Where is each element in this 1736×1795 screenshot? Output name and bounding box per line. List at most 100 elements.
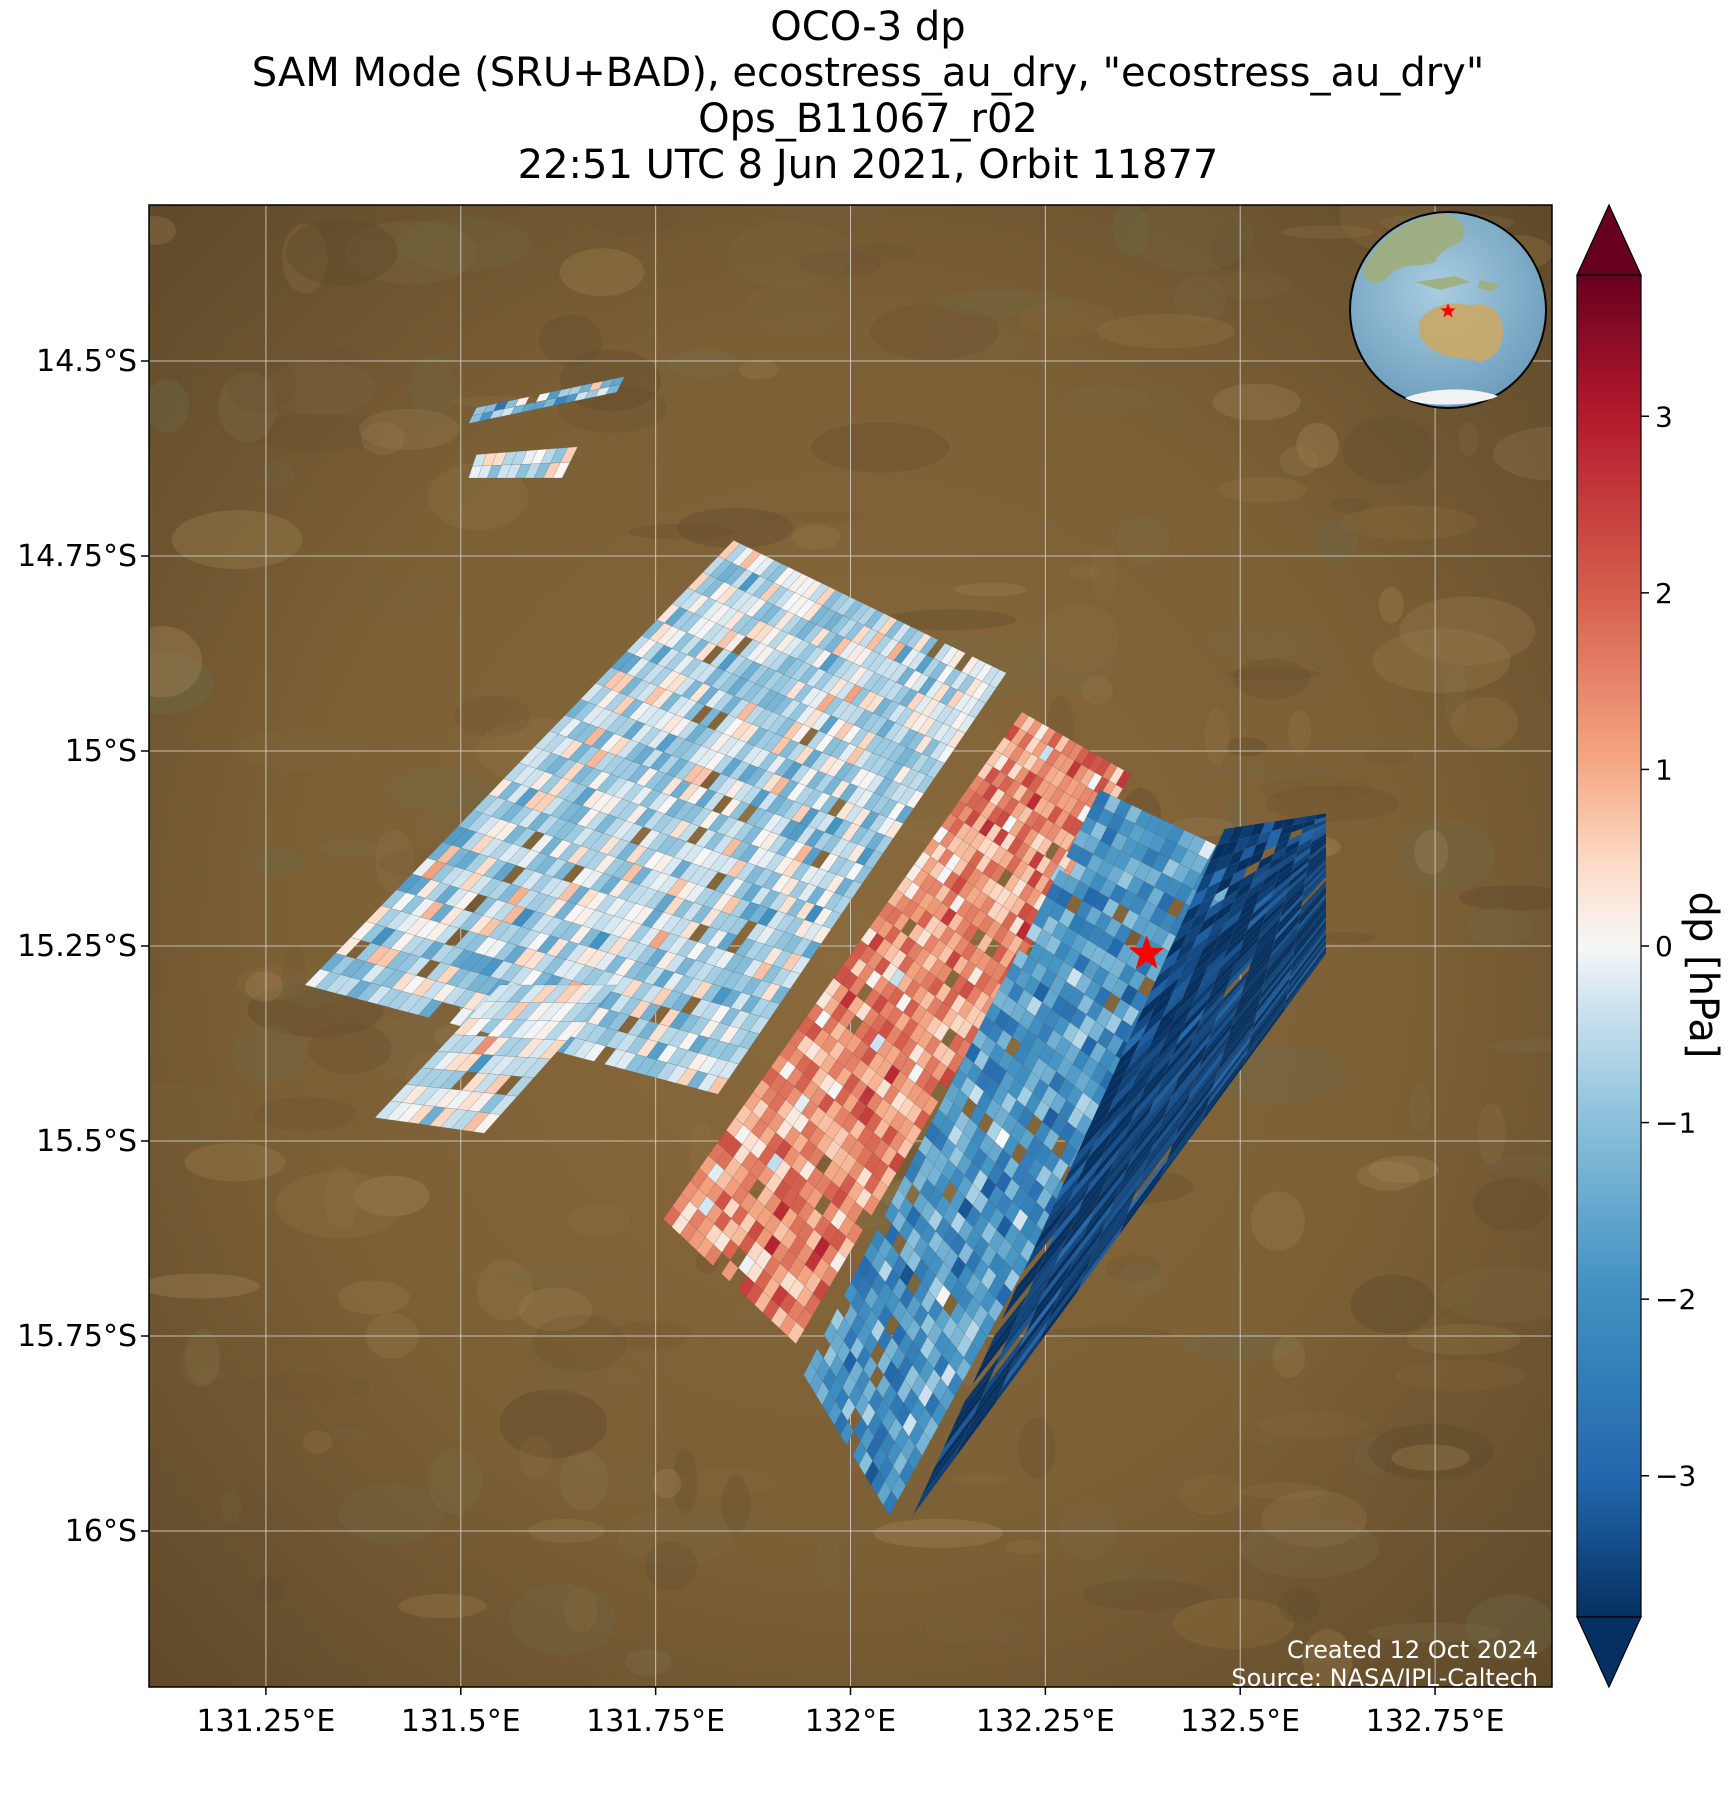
terrain-patch xyxy=(360,421,405,455)
terrain-patch xyxy=(1395,1359,1527,1392)
terrain-patch xyxy=(1354,1435,1389,1476)
terrain-patch xyxy=(394,216,532,272)
terrain-patch xyxy=(408,354,456,422)
terrain-patch xyxy=(1451,696,1519,749)
terrain-patch xyxy=(285,217,398,286)
globe-landmass-islands xyxy=(1415,276,1500,292)
lon-tick-label: 132.75°E xyxy=(1366,1704,1505,1739)
terrain-patch xyxy=(281,943,306,1011)
terrain-patch xyxy=(1473,1177,1551,1231)
terrain-patch xyxy=(1156,389,1183,422)
terrain-patch xyxy=(1278,1586,1321,1624)
terrain-patch xyxy=(1210,229,1247,272)
terrain-patch xyxy=(1443,665,1468,729)
terrain-patch xyxy=(1399,596,1536,666)
terrain-patch xyxy=(1004,1539,1048,1555)
lon-tick-label: 131.5°E xyxy=(401,1704,521,1739)
target-star xyxy=(1129,935,1165,969)
terrain-patch xyxy=(1477,1103,1506,1165)
terrain-patch xyxy=(1287,710,1312,754)
terrain-patch xyxy=(509,1583,616,1655)
terrain-patch xyxy=(559,248,645,297)
sounding-cell xyxy=(704,1244,723,1267)
terrain-patch xyxy=(1368,1423,1494,1480)
terrain-patch xyxy=(358,408,460,450)
terrain-patch xyxy=(499,1389,608,1459)
sounding-cell xyxy=(418,999,444,1019)
terrain-patch xyxy=(1279,445,1319,477)
swath-small-strip-2 xyxy=(468,446,579,479)
terrain-patch xyxy=(1179,1474,1243,1516)
terrain-patch xyxy=(645,1541,698,1591)
terrain-patch xyxy=(307,1022,392,1075)
terrain-patch xyxy=(666,349,737,379)
terrain-patch xyxy=(628,523,736,540)
title-line-3: Ops_B11067_r02 xyxy=(698,96,1038,142)
sounding-cell xyxy=(883,1490,898,1516)
terrain-patch xyxy=(743,283,846,335)
terrain-patch xyxy=(302,1430,333,1454)
colorbar-body xyxy=(1576,274,1642,1618)
terrain-patch xyxy=(796,250,883,277)
terrain-patch xyxy=(1069,562,1103,581)
terrain-patch xyxy=(149,626,203,698)
terrain-patch xyxy=(1073,1564,1185,1596)
title-line-2: SAM Mode (SRU+BAD), ecostress_au_dry, "e… xyxy=(251,50,1485,96)
terrain-patch xyxy=(1315,518,1357,565)
terrain-patch xyxy=(149,652,215,714)
sounding-cell xyxy=(605,384,622,395)
terrain-patch xyxy=(261,459,295,489)
lat-tick-label: 15°S xyxy=(65,734,137,769)
terrain-patch xyxy=(231,1026,304,1083)
terrain-patch xyxy=(220,1492,242,1524)
terrain-patch xyxy=(149,216,176,246)
globe-landmass-australia xyxy=(1419,303,1503,362)
lon-tick-label: 132°E xyxy=(805,1704,896,1739)
terrain-patch xyxy=(375,829,415,894)
terrain-patch xyxy=(1212,270,1293,300)
terrain-patch xyxy=(1465,1594,1552,1661)
terrain-patch xyxy=(834,243,919,263)
terrain-patch xyxy=(1090,545,1119,602)
colorbar-tick-label: −1 xyxy=(1655,1107,1696,1140)
terrain-patch xyxy=(1018,1418,1056,1479)
latitude-ticks: 14.5°S 14.75°S 15°S 15.25°S 15.5°S 15.75°S 16°… xyxy=(17,344,149,1549)
terrain-patch xyxy=(324,1166,358,1231)
lon-tick-label: 131.75°E xyxy=(586,1704,725,1739)
terrain-patch xyxy=(1316,931,1376,945)
terrain-patch xyxy=(1112,205,1149,258)
terrain-patch xyxy=(1115,515,1170,566)
terrain-patch xyxy=(738,359,779,380)
terrain-patch xyxy=(1391,1444,1470,1471)
lat-tick-label: 14.75°S xyxy=(17,539,137,574)
terrain-patch xyxy=(398,1593,488,1619)
terrain-patch xyxy=(1350,1274,1436,1334)
terrain-patch xyxy=(1173,1598,1295,1649)
terrain-patch xyxy=(253,1096,358,1132)
terrain-patch xyxy=(567,1202,631,1238)
sounding-cell xyxy=(1301,872,1327,904)
terrain-patch xyxy=(811,422,950,473)
terrain-patch xyxy=(1257,1412,1370,1438)
terrain-patch xyxy=(1204,708,1230,766)
terrain-patch xyxy=(1173,275,1227,323)
terrain-patch xyxy=(149,1273,260,1299)
terrain-patch xyxy=(353,1175,430,1217)
terrain-patch xyxy=(1439,1302,1525,1320)
terrain-patch xyxy=(519,1435,553,1480)
terrain-patch xyxy=(1398,819,1495,891)
swath-small-strip-1 xyxy=(468,376,625,424)
terrain-patch xyxy=(1330,498,1372,513)
terrain-patch xyxy=(1261,1490,1367,1548)
terrain-patch xyxy=(149,379,190,434)
terrain-patch xyxy=(428,1448,483,1515)
globe-landmass-antarctica xyxy=(1405,389,1498,405)
terrain-patch xyxy=(1044,1326,1172,1340)
colorbar-tick-label: 2 xyxy=(1655,577,1673,610)
map-area: Created 12 Oct 2024 Source: NASA/JPL-Cal… xyxy=(149,205,1552,1687)
terrain-patch xyxy=(758,510,866,523)
terrain-patch xyxy=(1018,301,1114,337)
title-line-4: 22:51 UTC 8 Jun 2021, Orbit 11877 xyxy=(517,142,1219,188)
terrain-patch xyxy=(239,1373,370,1402)
terrain-patch xyxy=(532,1315,627,1373)
